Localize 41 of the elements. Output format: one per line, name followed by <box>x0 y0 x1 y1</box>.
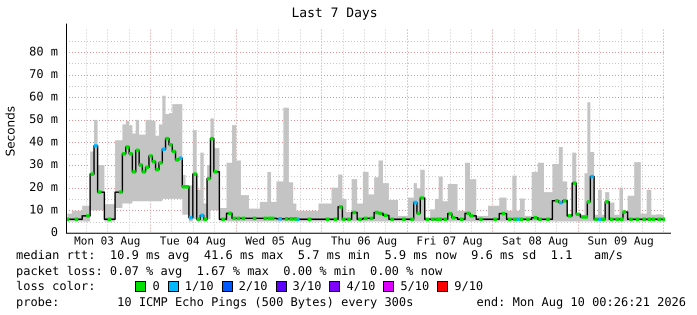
x-tick-label: Tue 04 Aug <box>160 234 226 248</box>
point <box>200 214 204 218</box>
point <box>188 216 192 220</box>
y-tick-label: 60 m <box>29 89 58 104</box>
x-tick-label: Mon 03 Aug <box>74 234 140 248</box>
point <box>598 217 602 222</box>
point <box>590 174 594 178</box>
y-axis-title: Seconds <box>3 106 18 156</box>
y-tick-label: 50 m <box>29 112 58 126</box>
point <box>414 200 418 204</box>
y-tick-label: 70 m <box>29 66 58 81</box>
legend-label: 3/10 <box>292 279 322 294</box>
y-tick-label: 40 m <box>29 134 58 149</box>
x-tick-label: Sat 08 Aug <box>502 234 568 248</box>
point <box>516 217 520 222</box>
text: packet loss: 0.07 % avg 1.67 % max 0.00 % min 0.00 % now <box>16 264 444 279</box>
chart-title: Last 7 Days <box>291 6 378 22</box>
legend-label: 9/10 <box>454 279 484 294</box>
y-tick-label: 0 <box>50 224 58 239</box>
y-tick-label: 10 m <box>29 202 58 216</box>
x-tick-label: Sun 09 Aug <box>588 234 654 248</box>
legend-label: 5/10 <box>400 279 430 294</box>
legend-label: 1/10 <box>184 279 214 294</box>
y-tick-label: 80 m <box>29 44 58 58</box>
point <box>162 147 166 152</box>
text: probe: 10 ICMP Echo Pings (500 Bytes) every 300s <box>16 294 414 310</box>
x-tick-label: Fri 07 Aug <box>416 234 483 248</box>
text: end: Mon Aug 10 00:26:21 2026 <box>476 294 686 310</box>
legend-label: 0 <box>152 279 160 294</box>
point <box>178 156 182 160</box>
y-tick-label: 30 m <box>29 157 58 172</box>
point <box>559 200 563 204</box>
y-tick-label: 20 m <box>29 180 58 194</box>
point <box>94 144 98 148</box>
point <box>278 217 282 221</box>
legend-label: 4/10 <box>346 279 376 294</box>
x-tick-label: Wed 05 Aug <box>245 234 312 248</box>
text: median rtt: 10.9 ms avg 41.6 ms max 5.7 ms min 5.9 ms now 9.6 ms sd 1.1 am/s <box>16 248 624 264</box>
legend-label: 2/10 <box>238 279 268 294</box>
x-tick-label: Thu 06 Aug <box>330 234 398 248</box>
legend-title: loss color: <box>16 279 96 294</box>
